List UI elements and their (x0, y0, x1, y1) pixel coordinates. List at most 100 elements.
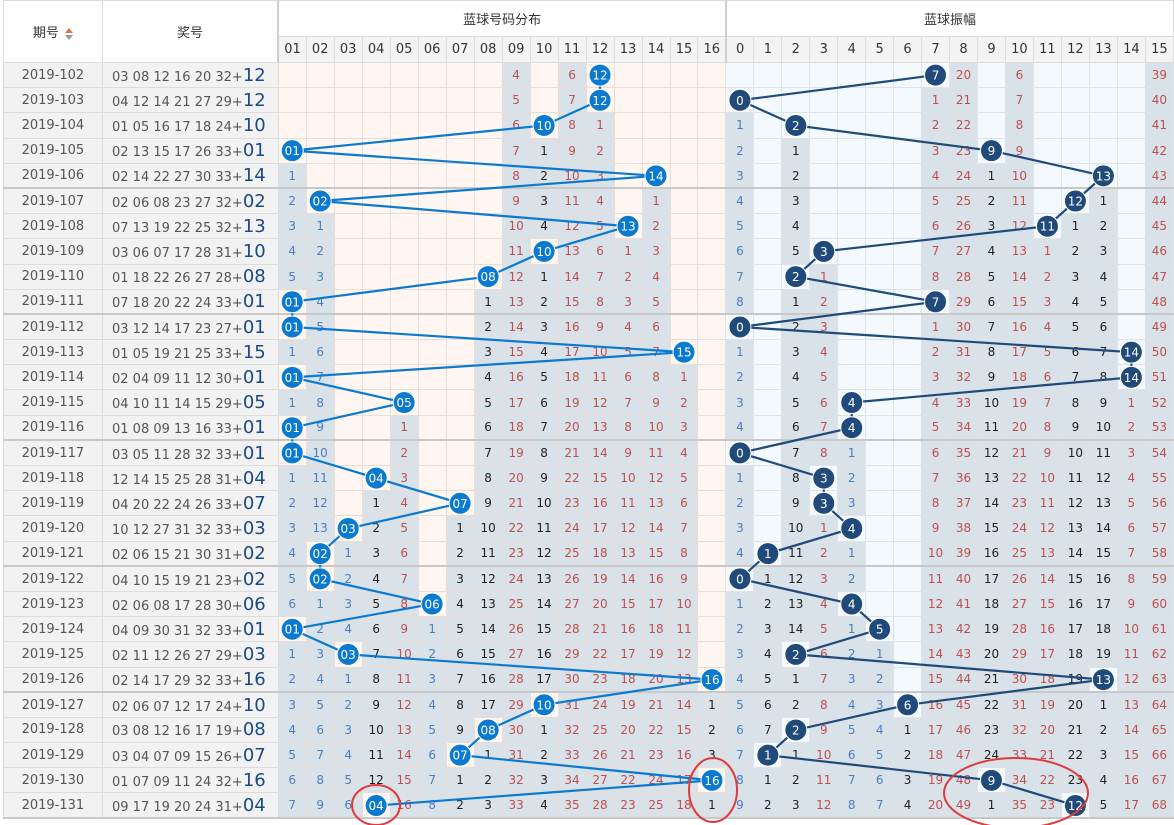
amplitude-cell: 38 (949, 515, 978, 542)
blue-dist-cell (697, 464, 727, 492)
amplitude-cell: 4 (976, 238, 1006, 265)
blue-dist-cell: 20 (613, 716, 643, 744)
blue-dist-cell: 2 (277, 666, 307, 694)
amplitude-cell: 16 (921, 691, 950, 718)
amplitude-cell: 46 (949, 716, 978, 744)
amp-col-2: 2 (781, 36, 811, 63)
blue-dist-cell (697, 389, 727, 416)
blue-dist-cell (445, 137, 475, 164)
amplitude-cell: 5 (1088, 792, 1118, 820)
amplitude-cell: 3 (1032, 288, 1062, 316)
sort-updown-icon[interactable] (64, 27, 73, 40)
amplitude-cell: 7 (976, 313, 1006, 341)
blue-dist-cell: 1 (473, 742, 503, 769)
blue-dist-cell: 2 (445, 792, 475, 820)
blue-dist-cell: 12 (557, 213, 587, 240)
blue-dist-cell: 5 (641, 288, 671, 316)
blue-ball-number: 13 (242, 215, 266, 237)
blue-dist-cell: 4 (333, 616, 363, 643)
amplitude-cell: 35 (949, 439, 978, 467)
blue-ball-number: 08 (242, 266, 266, 288)
blue-dist-cell: 8 (445, 691, 475, 718)
draw-numbers-cell: 01 07 09 11 24 32+16 (101, 767, 279, 794)
amplitude-cell (865, 112, 895, 139)
amplitude-cell (865, 565, 895, 592)
draw-numbers-cell: 02 14 17 29 32 33+16 (101, 666, 279, 694)
draw-numbers-cell: 01 18 22 26 27 28+08 (101, 263, 279, 290)
blue-dist-cell: 26 (557, 565, 587, 592)
period-cell: 2019-108 (3, 213, 103, 240)
amplitude-cell: 18 (921, 742, 950, 769)
blue-dist-cell (333, 288, 363, 316)
blue-dist-cell (361, 792, 391, 820)
blue-dist-cell (529, 691, 559, 718)
period-cell: 2019-109 (3, 238, 103, 265)
amplitude-cell (865, 414, 895, 442)
red-balls: 07 13 19 22 25 32+ (112, 220, 243, 236)
blue-dist-cell: 2 (529, 288, 559, 316)
blue-dist-cell: 18 (585, 540, 615, 568)
blue-dist-cell: 14 (389, 742, 419, 769)
amplitude-cell: 2 (837, 641, 867, 668)
blue-dist-cell: 6 (529, 389, 559, 416)
amplitude-cell (725, 439, 755, 467)
blue-dist-cell (445, 464, 475, 492)
blue-dist-cell: 13 (585, 414, 615, 442)
amplitude-cell: 16 (1004, 313, 1034, 341)
blue-dist-cell: 28 (501, 666, 531, 694)
blue-dist-cell (669, 288, 699, 316)
amplitude-cell (976, 767, 1006, 794)
amplitude-cell (893, 162, 923, 190)
blue-dist-cell: 10 (361, 716, 391, 744)
amplitude-cell: 4 (753, 641, 783, 668)
blue-dist-cell (641, 162, 671, 190)
blue-dist-cell: 19 (641, 641, 671, 668)
amplitude-cell (1032, 112, 1062, 139)
amplitude-cell (809, 490, 839, 517)
amplitude-cell: 1 (725, 590, 755, 618)
amplitude-cell: 19 (921, 767, 950, 794)
amplitude-cell: 23 (1060, 767, 1090, 794)
amplitude-cell (753, 313, 783, 341)
blue-ball-number: 01 (242, 140, 266, 162)
blue-dist-cell: 6 (305, 716, 335, 744)
amplitude-cell (837, 313, 867, 341)
blue-ball-number: 01 (242, 416, 266, 438)
amplitude-cell (865, 288, 895, 316)
amplitude-cell: 40 (949, 565, 978, 592)
amplitude-cell: 4 (865, 716, 895, 744)
blue-dist-cell: 26 (585, 742, 615, 769)
amplitude-cell: 11 (976, 414, 1006, 442)
amplitude-cell (809, 87, 839, 114)
blue-dist-cell (333, 641, 363, 668)
amplitude-cell: 10 (1060, 439, 1090, 467)
blue-dist-cell: 6 (501, 112, 531, 139)
amplitude-cell: 14 (921, 641, 950, 668)
amplitude-cell (725, 61, 755, 89)
red-balls: 02 06 08 17 28 30+ (112, 598, 243, 614)
amplitude-cell: 10 (921, 540, 950, 568)
blue-dist-cell: 33 (501, 792, 531, 820)
blue-dist-cell (669, 61, 699, 89)
period-cell: 2019-122 (3, 565, 103, 592)
period-header[interactable]: 期号 (3, 0, 103, 63)
amplitude-cell: 33 (949, 389, 978, 416)
amplitude-cell (753, 112, 783, 139)
amplitude-cell (809, 187, 839, 215)
amplitude-cell: 4 (725, 414, 755, 442)
blue-dist-cell (389, 213, 419, 240)
period-cell: 2019-112 (3, 313, 103, 341)
blue-dist-cell: 1 (333, 540, 363, 568)
amplitude-cell: 11 (1088, 439, 1118, 467)
amp-col-10: 10 (1004, 36, 1034, 63)
blue-dist-cell (473, 112, 503, 139)
blue-dist-cell: 16 (389, 792, 419, 820)
blue-dist-cell (333, 389, 363, 416)
red-balls: 03 05 11 28 32 33+ (112, 447, 243, 463)
amplitude-cell (1060, 112, 1090, 139)
blue-dist-cell (445, 364, 475, 391)
blue-dist-cell: 15 (557, 288, 587, 316)
blue-dist-cell: 19 (613, 691, 643, 718)
amplitude-cell (865, 464, 895, 492)
blue-dist-cell (361, 313, 391, 341)
